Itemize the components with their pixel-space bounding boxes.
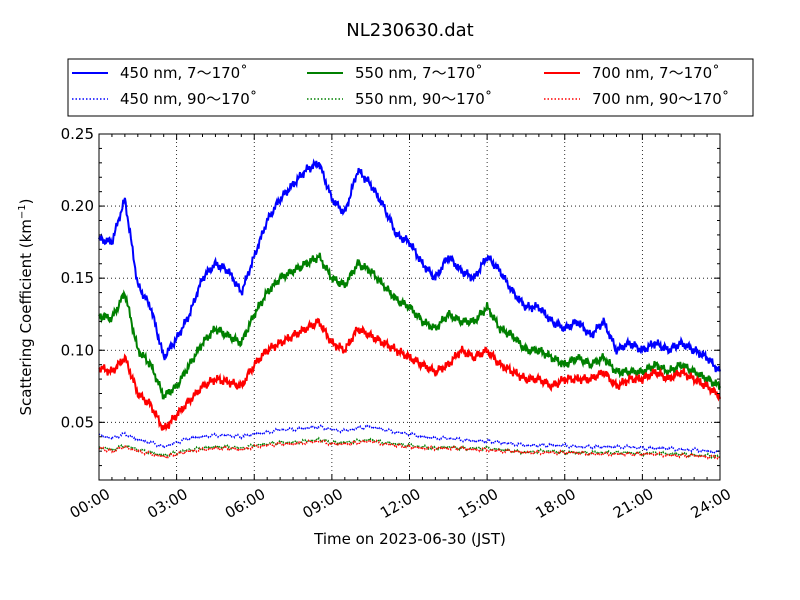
y-tick-label: 0.25 bbox=[61, 125, 94, 143]
legend-label: 450 nm, 90～170˚ bbox=[120, 90, 257, 108]
legend-label: 450 nm, 7～170˚ bbox=[120, 64, 248, 82]
series-layer bbox=[98, 158, 721, 460]
y-axis-label-superscript: −1 bbox=[17, 204, 28, 219]
series-line-550nm-full bbox=[98, 252, 721, 400]
x-tick-label: 18:00 bbox=[532, 485, 578, 522]
x-tick-label: 00:00 bbox=[67, 485, 113, 522]
x-axis-label: Time on 2023-06-30 (JST) bbox=[313, 530, 506, 548]
series-line-450nm-full bbox=[98, 158, 721, 373]
series-line-450nm-back bbox=[98, 424, 721, 455]
x-tick-label: 12:00 bbox=[377, 485, 423, 522]
chart-title: NL230630.dat bbox=[346, 20, 473, 41]
legend: 450 nm, 7～170˚ 450 nm, 90～170˚ 550 nm, 7～1… bbox=[67, 58, 754, 117]
series-line-550nm-back bbox=[98, 436, 721, 460]
axes: 00:00 03:00 06:00 09:00 12:00 15:00 18:00 21:00… bbox=[61, 125, 735, 522]
y-tick-label: 0.05 bbox=[61, 413, 94, 431]
x-tick-label: 24:00 bbox=[688, 485, 734, 522]
y-tick-label: 0.20 bbox=[61, 197, 94, 215]
y-axis-label: Scattering Coefficient (km−1) bbox=[17, 198, 35, 415]
legend-label: 550 nm, 90～170˚ bbox=[355, 90, 492, 108]
y-axis-label-close: ) bbox=[17, 198, 35, 204]
legend-label: 550 nm, 7～170˚ bbox=[355, 64, 483, 82]
legend-label: 700 nm, 90～170˚ bbox=[592, 90, 729, 108]
x-tick-label: 09:00 bbox=[300, 485, 346, 522]
legend-label: 700 nm, 7～170˚ bbox=[592, 64, 720, 82]
x-tick-label: 15:00 bbox=[455, 485, 501, 522]
series-line-700nm-full bbox=[98, 317, 721, 432]
y-tick-label: 0.10 bbox=[61, 341, 94, 359]
x-tick-label: 03:00 bbox=[144, 485, 190, 522]
legend-box bbox=[67, 58, 754, 117]
series-line-700nm-back bbox=[98, 437, 721, 460]
x-tick-label: 06:00 bbox=[222, 485, 268, 522]
y-axis-label-main: Scattering Coefficient (km bbox=[17, 219, 35, 415]
x-tick-label: 21:00 bbox=[610, 485, 656, 522]
y-tick-label: 0.15 bbox=[61, 269, 94, 287]
